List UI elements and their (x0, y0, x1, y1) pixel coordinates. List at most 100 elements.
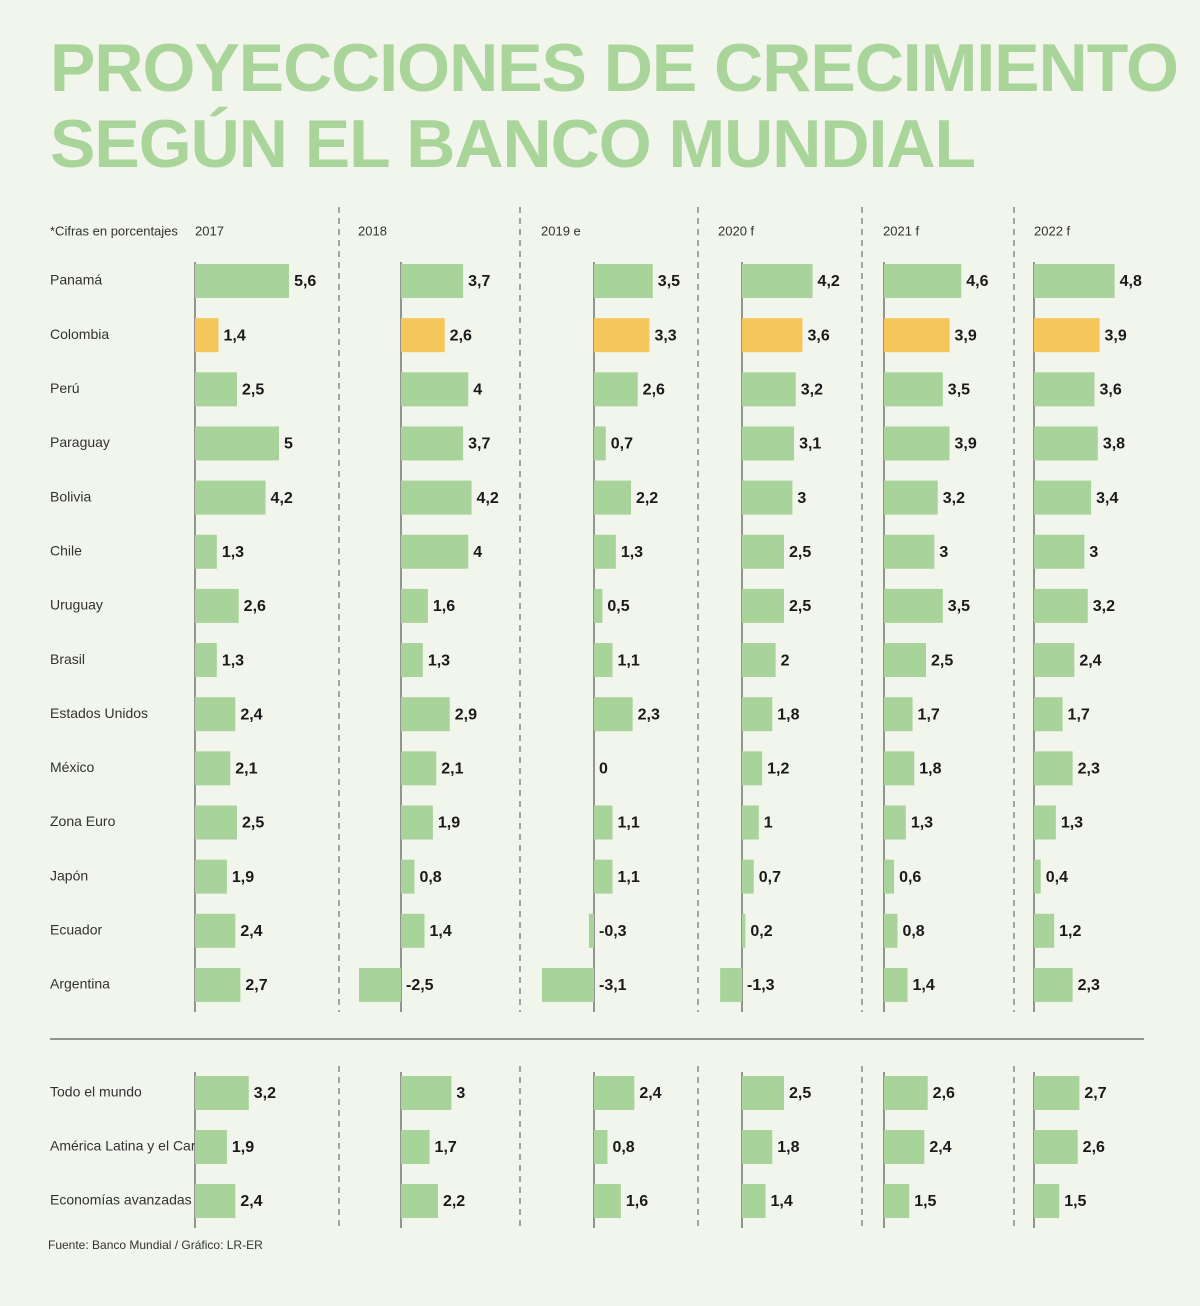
country-row-2-value-4: 3,5 (948, 382, 970, 399)
country-row-4-value-5: 3,4 (1096, 490, 1118, 507)
country-row-2-bar-0 (195, 372, 237, 407)
country-row-7-value-4: 2,5 (931, 652, 953, 669)
country-row-3-value-3: 3,1 (799, 436, 821, 453)
country-row-12-bar-0 (195, 913, 236, 948)
country-row-0-bar-5 (1034, 264, 1115, 298)
country-row-7-bar-1 (401, 643, 423, 678)
chart-title-line-2: SEGÚN EL BANCO MUNDIAL (50, 106, 976, 182)
country-row-7-bar-2 (594, 643, 613, 678)
country-row-10-bar-3 (742, 805, 759, 840)
country-row-12-bar-1 (401, 913, 425, 948)
country-row-2-value-2: 2,6 (643, 382, 665, 399)
country-row-1-value-0: 1,4 (224, 327, 246, 344)
country-row-13-bar-5 (1034, 967, 1073, 1002)
region-row-0-value-2: 2,4 (639, 1085, 661, 1102)
country-row-10-bar-0 (195, 805, 237, 840)
country-row-13-value-1: -2,5 (406, 977, 434, 994)
country-row-0-value-5: 4,8 (1120, 273, 1142, 290)
country-row-10-value-3: 1 (764, 815, 773, 832)
country-row-0-bar-0 (195, 264, 290, 298)
country-row-4-bar-4 (884, 480, 938, 515)
country-row-4-value-2: 2,2 (636, 490, 658, 507)
country-row-6-bar-5 (1034, 588, 1088, 623)
chart-title-line-1: PROYECCIONES DE CRECIMIENTO (50, 30, 1179, 106)
column-header-4: 2021 f (883, 223, 920, 238)
country-row-2-value-3: 3,2 (801, 382, 823, 399)
region-row-0-value-0: 3,2 (254, 1085, 276, 1102)
country-row-1-value-1: 2,6 (450, 327, 472, 344)
country-row-7-value-1: 1,3 (428, 652, 450, 669)
country-row-5-bar-0 (195, 534, 217, 569)
region-row-2-value-5: 1,5 (1064, 1193, 1086, 1210)
country-row-3-bar-2 (594, 426, 606, 461)
region-row-2-bar-0 (195, 1184, 236, 1218)
region-row-2-value-1: 2,2 (443, 1193, 465, 1210)
country-row-12-bar-5 (1034, 913, 1055, 948)
country-row-3-bar-0 (195, 426, 279, 461)
country-row-3-label: Paraguay (50, 434, 110, 450)
country-row-6-value-2: 0,5 (607, 598, 629, 615)
country-row-11-bar-5 (1034, 859, 1041, 894)
country-row-3-value-0: 5 (284, 436, 293, 453)
country-row-6-value-0: 2,6 (244, 598, 266, 615)
country-row-3-value-4: 3,9 (955, 436, 977, 453)
region-row-0-value-1: 3 (456, 1085, 465, 1102)
country-row-12-value-1: 1,4 (430, 923, 452, 940)
country-row-1-bar-1 (401, 318, 445, 353)
region-row-0-value-5: 2,7 (1084, 1085, 1106, 1102)
country-row-2-value-1: 4 (473, 382, 482, 399)
country-row-10-value-1: 1,9 (438, 815, 460, 832)
region-row-2-value-3: 1,4 (771, 1193, 793, 1210)
region-row-1-bar-0 (195, 1130, 227, 1164)
region-row-0-label: Todo el mundo (50, 1084, 142, 1100)
country-row-1-label: Colombia (50, 326, 109, 342)
column-header-5: 2022 f (1034, 223, 1071, 238)
country-row-10-value-2: 1,1 (617, 815, 639, 832)
country-row-6-value-4: 3,5 (948, 598, 970, 615)
country-row-13-bar-1 (359, 967, 401, 1002)
country-row-12-bar-3 (742, 913, 746, 948)
country-row-4-bar-2 (594, 480, 631, 515)
country-row-7-value-3: 2 (781, 652, 790, 669)
country-row-13-value-5: 2,3 (1078, 977, 1100, 994)
country-row-11-value-5: 0,4 (1046, 869, 1068, 886)
country-row-6-bar-1 (401, 588, 428, 623)
country-row-1-value-5: 3,9 (1105, 327, 1127, 344)
region-row-0-value-3: 2,5 (789, 1085, 811, 1102)
country-row-2-bar-4 (884, 372, 943, 407)
country-row-7-label: Brasil (50, 651, 85, 667)
country-row-8-value-3: 1,8 (777, 706, 799, 723)
country-row-7-bar-3 (742, 643, 776, 678)
country-row-11-bar-2 (594, 859, 613, 894)
country-row-9-value-4: 1,8 (919, 761, 941, 778)
country-row-10-value-5: 1,3 (1061, 815, 1083, 832)
region-row-1-bar-4 (884, 1130, 925, 1164)
country-row-6-bar-4 (884, 588, 943, 623)
region-row-2-bar-5 (1034, 1184, 1060, 1218)
country-row-5-value-3: 2,5 (789, 544, 811, 561)
country-row-4-bar-0 (195, 480, 266, 515)
country-row-1-value-2: 3,3 (654, 327, 676, 344)
region-row-2-value-2: 1,6 (626, 1193, 648, 1210)
country-row-3-bar-1 (401, 426, 464, 461)
column-header-3: 2020 f (718, 223, 755, 238)
percent-note: *Cifras en porcentajes (50, 223, 178, 238)
country-row-9-value-3: 1,2 (767, 761, 789, 778)
country-row-9-label: México (50, 759, 95, 775)
region-row-1-value-2: 0,8 (612, 1139, 634, 1156)
country-row-8-bar-3 (742, 697, 773, 732)
country-row-0-value-1: 3,7 (468, 273, 490, 290)
region-row-1-bar-1 (401, 1130, 430, 1164)
column-header-0: 2017 (195, 223, 224, 238)
region-row-2-bar-1 (401, 1184, 438, 1218)
country-row-6-value-3: 2,5 (789, 598, 811, 615)
country-row-9-bar-4 (884, 751, 915, 786)
country-row-4-label: Bolivia (50, 488, 91, 504)
country-row-12-value-3: 0,2 (750, 923, 772, 940)
country-row-5-value-1: 4 (473, 544, 482, 561)
country-row-8-label: Estados Unidos (50, 705, 148, 721)
country-row-13-value-3: -1,3 (747, 977, 775, 994)
country-row-13-bar-4 (884, 967, 908, 1002)
country-row-9-value-1: 2,1 (441, 761, 463, 778)
country-row-0-value-4: 4,6 (966, 273, 988, 290)
